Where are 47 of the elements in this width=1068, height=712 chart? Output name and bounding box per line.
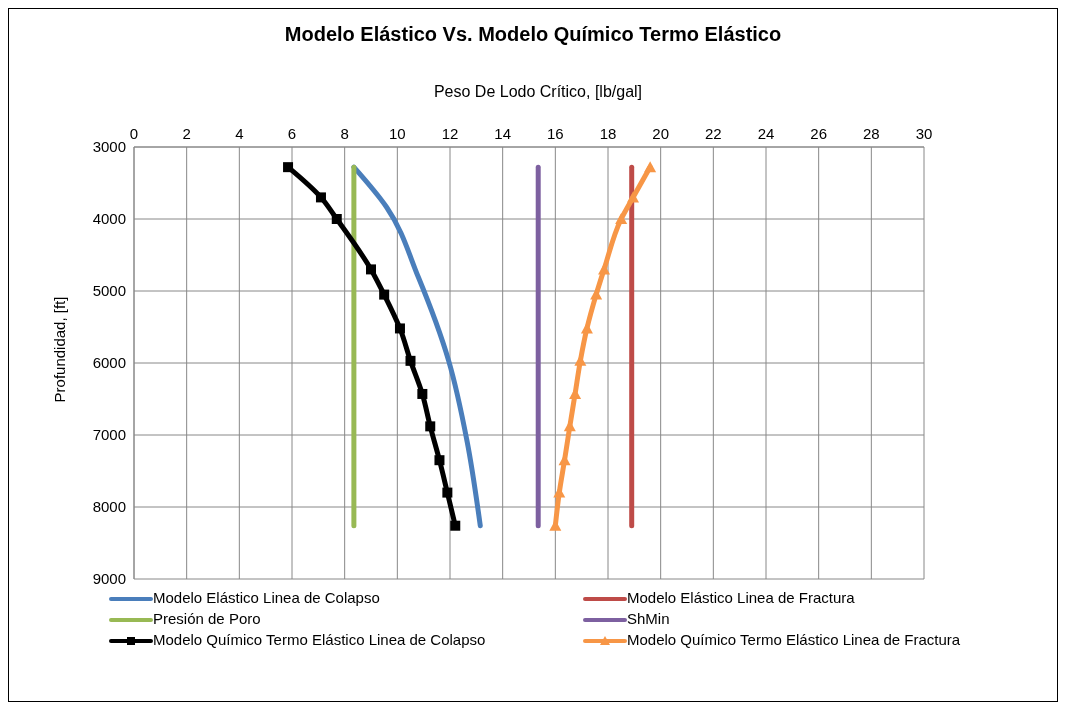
x-axis-title: Peso De Lodo Crítico, [lb/gal]: [432, 83, 644, 102]
point: [434, 455, 445, 466]
point: [442, 487, 453, 498]
point: [315, 192, 326, 203]
point: [627, 191, 640, 203]
point: [417, 388, 428, 399]
point: [394, 323, 405, 334]
y-tick-label: 5000: [92, 282, 126, 300]
x-tick-label: 14: [494, 125, 512, 142]
point: [644, 161, 657, 173]
legend-label: ShMin: [627, 610, 670, 627]
point: [450, 520, 461, 531]
point: [366, 264, 376, 275]
x-tick-label: 10: [388, 125, 406, 142]
x-tick-label: 0: [129, 125, 139, 142]
x-tick-label: 8: [340, 125, 349, 142]
legend-label: Modelo Químico Termo Elástico Linea de Colapso: [153, 631, 486, 648]
x-tick-label: 6: [287, 125, 297, 142]
y-tick-label: 7000: [92, 426, 126, 444]
point: [615, 213, 628, 224]
x-tick-label: 26: [810, 125, 828, 142]
point: [331, 214, 342, 224]
y-tick-label: 9000: [92, 570, 126, 588]
legend-label: Modelo Químico Termo Elástico Linea de Fractura: [627, 631, 961, 648]
x-tick-label: 22: [704, 125, 722, 142]
x-tick-label: 20: [652, 125, 670, 142]
x-tick-label: 2: [182, 125, 191, 142]
point: [379, 289, 390, 300]
y-tick-label: 8000: [92, 498, 126, 516]
x-tick-label: 16: [546, 125, 564, 142]
y-tick-label: 3000: [92, 138, 126, 156]
x-tick-label: 30: [915, 125, 933, 142]
x-tick-label: 12: [441, 125, 459, 142]
x-tick-label: 24: [757, 125, 775, 142]
y-tick-label: 4000: [92, 210, 126, 228]
point: [283, 162, 294, 173]
legend-label: Modelo Elástico Linea de Fractura: [627, 589, 855, 606]
y-tick-label: 6000: [92, 354, 126, 372]
y-axis-title: Profundidad, [ft]: [50, 296, 68, 402]
legend-label: Modelo Elástico Linea de Colapso: [153, 589, 380, 606]
x-tick-label: 4: [235, 125, 244, 142]
legend-label: Presión de Poro: [153, 610, 261, 627]
chart-title: Modelo Elástico Vs. Modelo Químico Termo Elástico: [283, 23, 783, 47]
x-tick-label: 28: [862, 125, 880, 142]
point: [425, 421, 436, 432]
x-tick-label: 18: [599, 125, 617, 142]
point: [405, 355, 416, 366]
